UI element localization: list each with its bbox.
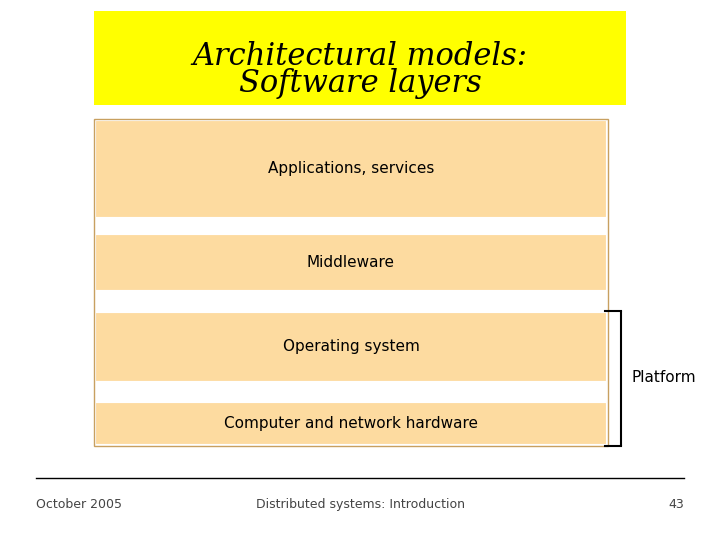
Bar	[94, 119, 608, 446]
Text: Distributed systems: Introduction: Distributed systems: Introduction	[256, 498, 464, 511]
Text: Operating system: Operating system	[282, 340, 420, 354]
Bar	[94, 401, 608, 445]
Bar	[94, 233, 608, 292]
Bar	[94, 11, 626, 105]
Text: Platform: Platform	[631, 370, 696, 386]
Text: Middleware: Middleware	[307, 255, 395, 270]
Text: October 2005: October 2005	[36, 498, 122, 511]
Bar	[94, 119, 608, 219]
Text: Applications, services: Applications, services	[268, 161, 434, 176]
Text: Computer and network hardware: Computer and network hardware	[224, 416, 478, 431]
Text: Software layers: Software layers	[238, 68, 482, 99]
Text: Architectural models:: Architectural models:	[192, 41, 528, 72]
Bar	[94, 310, 608, 383]
Text: 43: 43	[668, 498, 684, 511]
